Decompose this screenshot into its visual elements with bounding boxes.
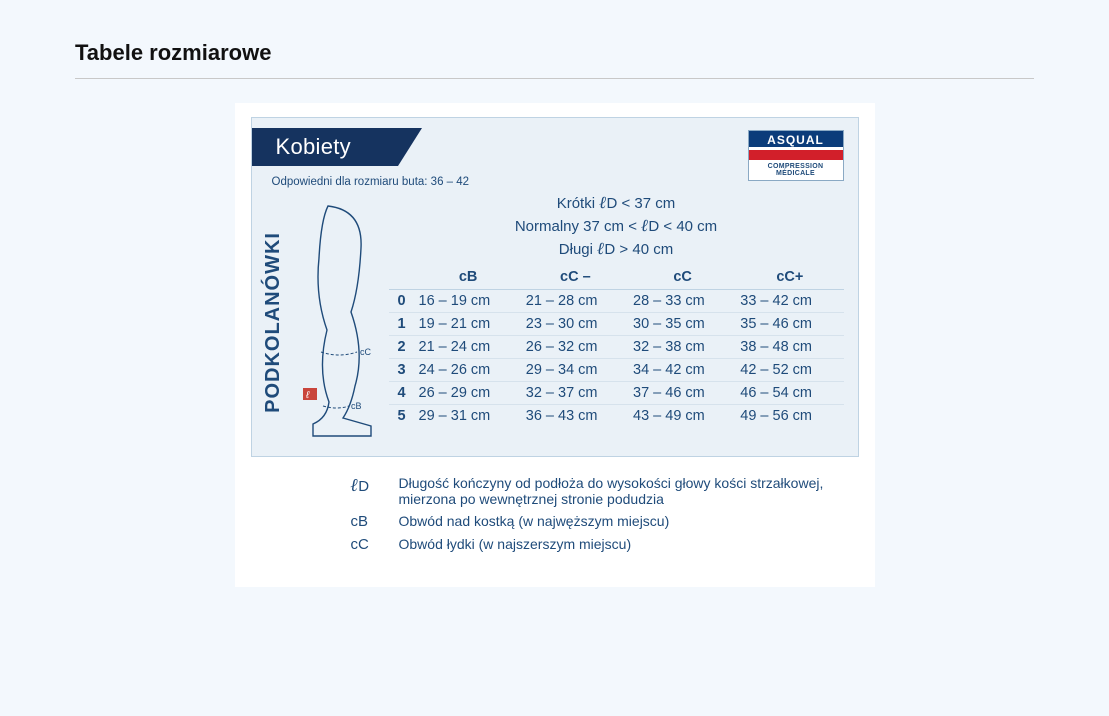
size-panel: Kobiety ASQUAL COMPRESSION MÉDICALE Odpo… [251,117,859,457]
leg-diagram-icon: cC cB ℓ [293,202,383,442]
legend-row-cC: cC Obwód łydki (w najszerszym miejscu) [351,536,859,553]
column-header: cC [629,267,736,290]
table-cell: 19 – 21 cm [415,312,522,335]
table-cell: 36 – 43 cm [522,404,629,427]
table-cell: 0 [389,289,415,312]
legend-text: Obwód łydki (w najszerszym miejscu) [399,536,632,552]
table-cell: 24 – 26 cm [415,358,522,381]
category-tab: Kobiety [252,128,422,166]
table-cell: 28 – 33 cm [629,289,736,312]
table-cell: 23 – 30 cm [522,312,629,335]
side-label: PODKOLANÓWKI [262,232,285,413]
length-guide: Krótki ℓD < 37 cm Normalny 37 cm < ℓD < … [389,192,844,261]
table-cell: 29 – 31 cm [415,404,522,427]
table-cell: 35 – 46 cm [736,312,843,335]
table-cell: 32 – 37 cm [522,381,629,404]
legend-text: Obwód nad kostką (w najwęższym miejscu) [399,513,670,529]
table-row: 529 – 31 cm36 – 43 cm43 – 49 cm49 – 56 c… [389,404,844,427]
table-row: 119 – 21 cm23 – 30 cm30 – 35 cm35 – 46 c… [389,312,844,335]
table-cell: 49 – 56 cm [736,404,843,427]
size-table: cBcC –cCcC+ 016 – 19 cm21 – 28 cm28 – 33… [389,267,844,427]
column-header [389,267,415,290]
size-card: Kobiety ASQUAL COMPRESSION MÉDICALE Odpo… [235,103,875,587]
svg-text:cC: cC [360,347,372,357]
badge-subtitle: COMPRESSION MÉDICALE [749,160,843,180]
table-cell: 32 – 38 cm [629,335,736,358]
table-cell: 34 – 42 cm [629,358,736,381]
svg-text:cB: cB [351,401,362,411]
table-cell: 2 [389,335,415,358]
table-cell: 30 – 35 cm [629,312,736,335]
table-cell: 21 – 24 cm [415,335,522,358]
table-cell: 21 – 28 cm [522,289,629,312]
table-cell: 33 – 42 cm [736,289,843,312]
table-cell: 26 – 32 cm [522,335,629,358]
table-cell: 38 – 48 cm [736,335,843,358]
legend-row-lD: ℓD Długość kończyny od podłoża do wysoko… [351,475,859,507]
table-cell: 5 [389,404,415,427]
table-cell: 46 – 54 cm [736,381,843,404]
page-title: Tabele rozmiarowe [75,40,1034,66]
table-row: 324 – 26 cm29 – 34 cm34 – 42 cm42 – 52 c… [389,358,844,381]
legend: ℓD Długość kończyny od podłoża do wysoko… [251,475,859,553]
table-cell: 43 – 49 cm [629,404,736,427]
table-cell: 16 – 19 cm [415,289,522,312]
table-row: 426 – 29 cm32 – 37 cm37 – 46 cm46 – 54 c… [389,381,844,404]
column-header: cC – [522,267,629,290]
asqual-badge: ASQUAL COMPRESSION MÉDICALE [748,130,844,181]
table-cell: 26 – 29 cm [415,381,522,404]
column-header: cC+ [736,267,843,290]
table-cell: 1 [389,312,415,335]
badge-title: ASQUAL [749,131,843,147]
table-cell: 4 [389,381,415,404]
column-header: cB [415,267,522,290]
table-cell: 29 – 34 cm [522,358,629,381]
table-cell: 3 [389,358,415,381]
table-cell: 37 – 46 cm [629,381,736,404]
table-cell: 42 – 52 cm [736,358,843,381]
legend-text: Długość kończyny od podłoża do wysokości… [399,475,859,507]
tab-label: Kobiety [252,128,422,160]
legend-row-cB: cB Obwód nad kostką (w najwęższym miejsc… [351,513,859,530]
table-row: 016 – 19 cm21 – 28 cm28 – 33 cm33 – 42 c… [389,289,844,312]
divider [75,78,1034,79]
table-row: 221 – 24 cm26 – 32 cm32 – 38 cm38 – 48 c… [389,335,844,358]
